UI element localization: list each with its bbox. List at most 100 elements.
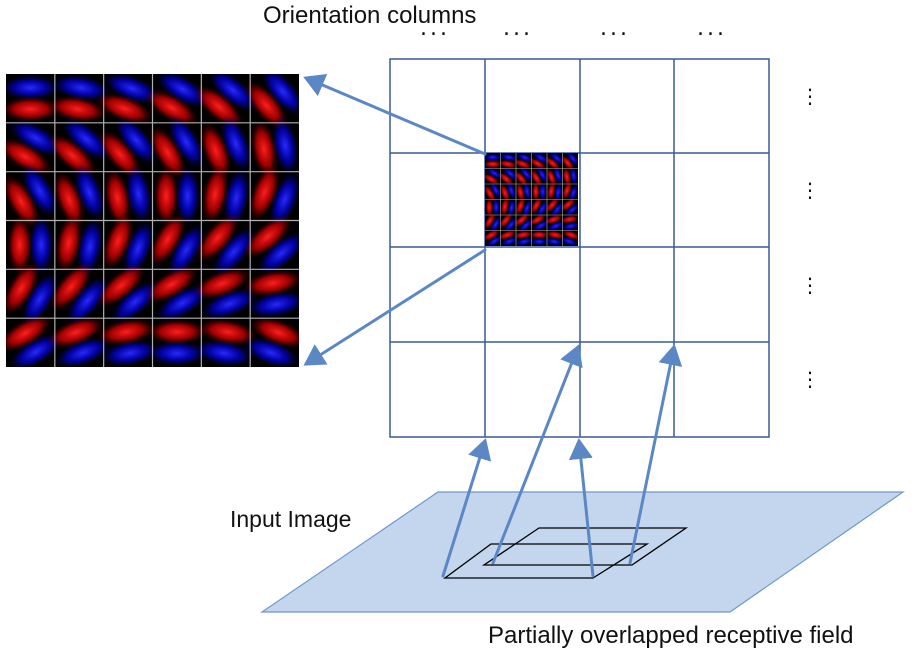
gabor-blue-lobe (146, 340, 208, 367)
gabor-blue-lobe (122, 219, 154, 278)
gabor-blue-lobe (553, 182, 563, 202)
column-ellipsis-2: ... (503, 16, 533, 41)
gabor-filter (144, 74, 210, 127)
column-grid (389, 58, 770, 438)
gabor-filter (6, 119, 63, 176)
gabor-blue-lobe (212, 227, 256, 277)
gabor-red-lobe (243, 214, 293, 259)
gabor-filter (560, 197, 578, 217)
gabor-red-lobe (144, 89, 199, 127)
gabor-filter (547, 181, 563, 202)
gabor-blue-lobe (522, 181, 532, 201)
gabor-red-lobe (6, 137, 53, 176)
filter-bank-small (485, 153, 578, 246)
gabor-red-lobe (560, 197, 576, 212)
gabor-filter (96, 318, 160, 367)
receptive-field-label: Partially overlapped receptive field (488, 622, 854, 649)
gabor-filter (528, 153, 550, 170)
gabor-filter (485, 181, 502, 203)
gabor-blue-lobe (51, 74, 112, 102)
gabor-blue-lobe (28, 214, 54, 276)
filter-bank-large (6, 74, 299, 367)
gabor-blue-lobe (167, 114, 205, 169)
input-image-label: Input Image (230, 506, 352, 532)
gabor-red-lobe (513, 213, 530, 228)
gabor-red-lobe (193, 267, 251, 300)
row-ellipsis-3: ⋮ (800, 273, 820, 297)
gabor-filter (544, 214, 566, 231)
gabor-filter (201, 164, 250, 228)
gabor-blue-lobe (502, 166, 519, 181)
gabor-red-lobe (497, 230, 517, 241)
receptive-field-a (443, 543, 650, 579)
gabor-red-lobe (528, 213, 547, 226)
gabor-blue-lobe (550, 201, 565, 218)
gabor-blue-lobe (536, 200, 549, 218)
gabor-red-lobe (102, 212, 134, 271)
gabor-blue-lobe (73, 163, 106, 222)
gabor-blue-lobe (174, 165, 201, 227)
gabor-red-lobe (545, 197, 560, 213)
gabor-filter (6, 74, 61, 122)
gabor-red-lobe (148, 125, 187, 180)
gabor-red-lobe (249, 316, 299, 349)
input-arrow-2 (491, 344, 583, 565)
gabor-filter (199, 114, 252, 180)
gabor-blue-lobe (6, 74, 61, 101)
gabor-blue-lobe (220, 114, 252, 173)
gabor-blue-lobe (167, 223, 205, 278)
row-ellipsis-2: ⋮ (800, 178, 820, 202)
gabor-red-lobe (485, 160, 503, 169)
gabor-red-lobe (153, 165, 179, 227)
gabor-red-lobe (545, 230, 565, 240)
row-ellipsis-1: ⋮ (800, 84, 820, 108)
orientation-columns-title: Orientation columns (263, 2, 477, 29)
gabor-red-lobe (544, 214, 563, 225)
gabor-filter (6, 163, 59, 229)
gabor-red-lobe (248, 163, 281, 222)
gabor-red-lobe (498, 159, 518, 169)
gabor-filter (47, 74, 112, 123)
gabor-red-lobe (513, 230, 533, 240)
gabor-blue-lobe (485, 167, 504, 180)
gabor-blue-lobe (538, 182, 547, 202)
gabor-filter (500, 181, 517, 203)
gabor-blue-lobe (544, 237, 564, 246)
gabor-red-lobe (531, 182, 540, 202)
gabor-filter (529, 230, 549, 246)
gabor-filter (195, 213, 256, 277)
gabor-filter (500, 197, 516, 218)
input-image-plane (260, 491, 905, 613)
gabor-filter (242, 269, 299, 318)
gabor-red-lobe (500, 197, 510, 217)
zoom-arrow-bottom (303, 248, 487, 366)
gabor-red-lobe (515, 196, 526, 216)
gabor-blue-lobe (565, 153, 578, 167)
column-ellipsis-1: ... (420, 16, 450, 41)
gabor-blue-lobe (507, 198, 516, 218)
gabor-blue-lobe (100, 339, 160, 367)
row-ellipsis-4: ⋮ (800, 367, 820, 391)
gabor-filter (562, 181, 578, 203)
gabor-red-lobe (485, 229, 500, 242)
gabor-blue-lobe (76, 216, 104, 277)
gabor-red-lobe (485, 184, 496, 203)
gabor-red-lobe (528, 157, 547, 170)
gabor-blue-lobe (521, 199, 532, 218)
gabor-red-lobe (6, 174, 40, 229)
gabor-red-lobe (6, 214, 33, 276)
gabor-red-lobe (6, 314, 53, 352)
gabor-red-lobe (6, 261, 40, 316)
gabor-filter (53, 163, 106, 229)
gabor-filter (515, 196, 532, 218)
gabor-filter (193, 318, 258, 367)
input-arrow-3 (568, 438, 595, 578)
gabor-blue-lobe (268, 170, 299, 229)
gabor-blue-lobe (514, 237, 534, 246)
column-ellipsis-4: ... (697, 16, 727, 41)
gabor-filter (485, 153, 503, 169)
gabor-filter (248, 163, 299, 229)
gabor-red-lobe (47, 95, 108, 123)
zoom-arrow-top (303, 73, 487, 156)
